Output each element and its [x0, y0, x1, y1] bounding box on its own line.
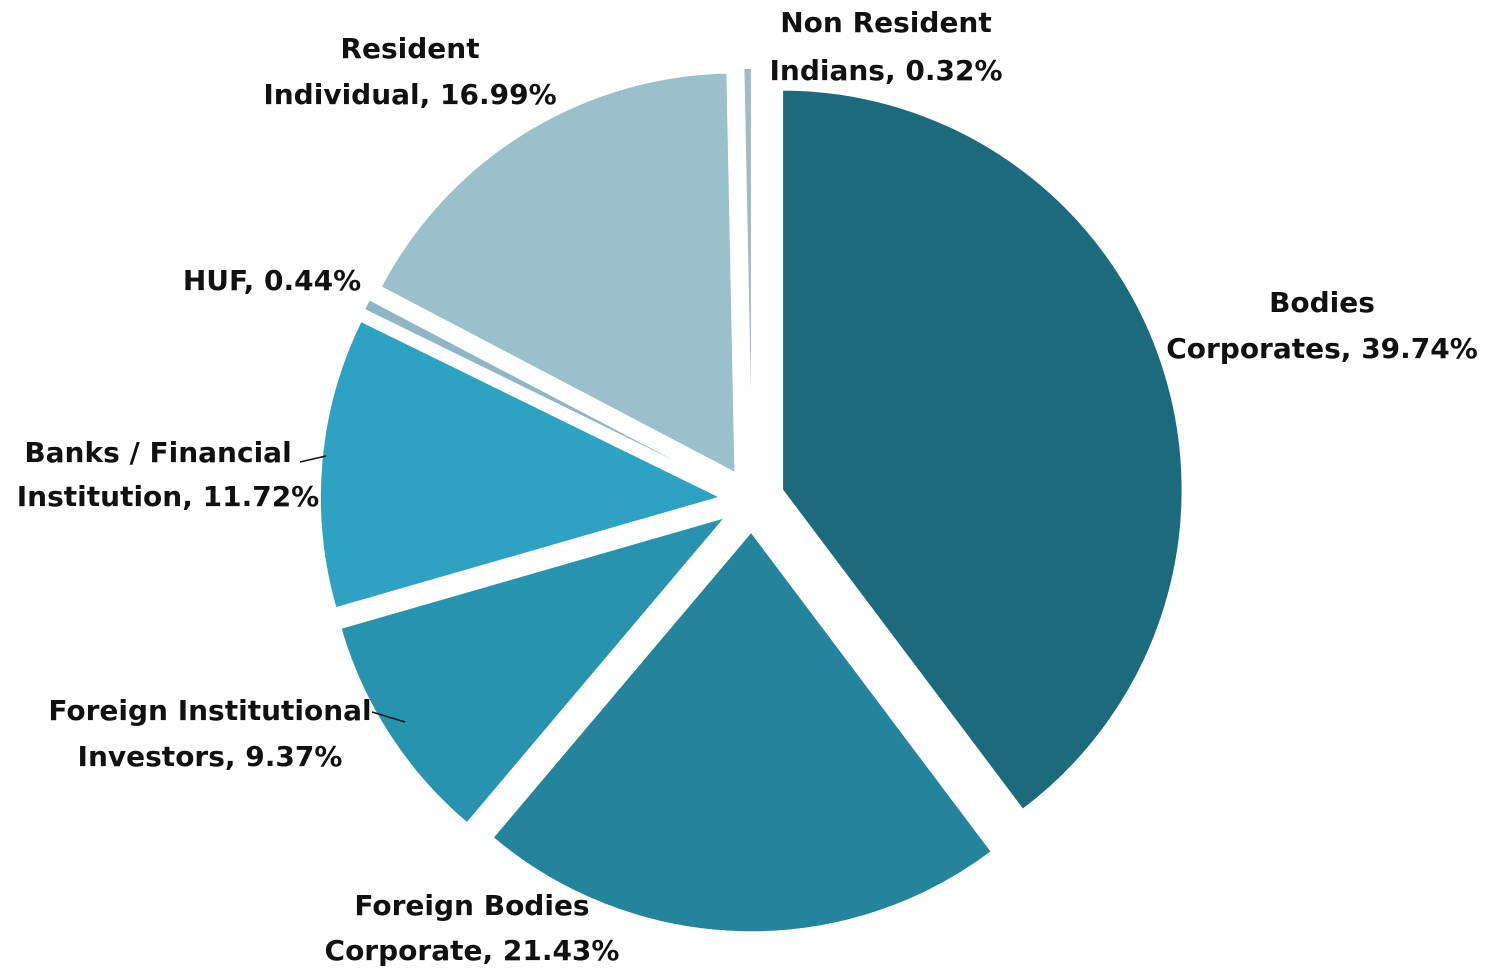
pie-slice: [379, 72, 736, 475]
slice-label: Indians, 0.32%: [769, 54, 1002, 87]
slice-label: Resident: [340, 32, 479, 65]
slice-label: Bodies: [1269, 286, 1375, 319]
slice-label: Institution, 11.72%: [17, 480, 319, 513]
pie-slice: [742, 67, 753, 469]
slice-label: Non Resident: [780, 6, 992, 39]
slice-label: Corporate, 21.43%: [325, 934, 620, 967]
pie-slice: [339, 515, 728, 825]
slice-label: Individual, 16.99%: [263, 78, 556, 111]
slice-label: Investors, 9.37%: [78, 740, 343, 773]
leader-line: [299, 455, 327, 463]
slice-label: Foreign Bodies: [354, 889, 589, 922]
slice-label: Banks / Financial: [24, 436, 291, 469]
slice-label: Corporates, 39.74%: [1166, 332, 1478, 365]
pie-slice: [781, 89, 1184, 811]
pie-slice: [319, 320, 723, 609]
slice-label: Foreign Institutional: [48, 694, 371, 727]
pie-slice: [363, 298, 724, 487]
leader-line: [371, 711, 406, 723]
slice-label: HUF, 0.44%: [183, 264, 361, 297]
pie-slice: [491, 530, 993, 933]
